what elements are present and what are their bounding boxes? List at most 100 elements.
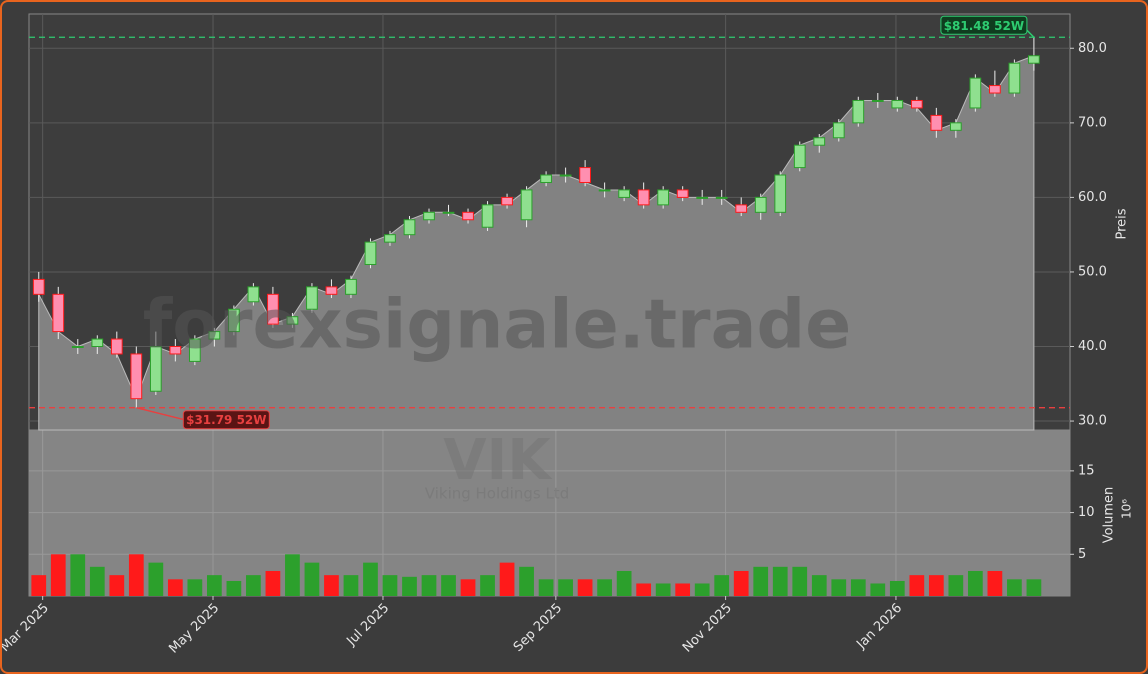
annotation-label: $31.79 52W	[186, 413, 266, 427]
candle-body	[325, 286, 338, 295]
volume-bar	[324, 575, 339, 596]
candle-body	[442, 211, 455, 214]
candle-body	[384, 234, 396, 243]
candle-body	[462, 211, 474, 221]
candle-body	[32, 278, 45, 295]
candle-body	[540, 174, 552, 183]
candle-body	[267, 293, 279, 325]
volume-bar	[187, 579, 203, 596]
candle-body	[1028, 55, 1040, 64]
annotation-box	[182, 410, 270, 430]
volume-tick-label: 5	[1078, 547, 1086, 562]
y-tick-label: 30.0	[1078, 414, 1107, 429]
volume-bar	[889, 580, 905, 596]
y-tick-label: 40.0	[1078, 339, 1107, 354]
candle-body	[871, 99, 884, 102]
volume-bar	[850, 579, 866, 596]
volume-bar	[460, 579, 476, 596]
volume-multiplier: 10⁶	[1120, 499, 1134, 519]
candle-body	[403, 219, 416, 236]
volume-bar	[948, 575, 964, 596]
candle-body	[559, 174, 572, 177]
candle-body	[520, 189, 533, 221]
annotation-box	[940, 15, 1028, 35]
volume-bar	[31, 575, 47, 596]
volume-bar	[207, 575, 222, 596]
volume-bar	[772, 566, 788, 596]
volume-bar	[363, 562, 378, 596]
candle-body	[657, 189, 670, 206]
volume-bar	[402, 576, 417, 596]
volume-axis-label: Volumen	[1102, 487, 1117, 544]
volume-bar	[265, 570, 281, 596]
x-tick-label: Jul 2025	[344, 601, 393, 650]
volume-bar	[421, 575, 437, 596]
volume-bar	[70, 554, 86, 596]
annotation-arrow	[136, 406, 185, 421]
candle-body	[1008, 62, 1021, 94]
candle-body	[813, 137, 826, 146]
volume-bar	[343, 575, 359, 596]
candle-body	[969, 77, 982, 109]
volume-bar	[148, 562, 164, 596]
volume-bar	[714, 575, 730, 596]
candle-body	[247, 286, 260, 303]
volume-bar	[50, 554, 66, 596]
y-tick-label: 70.0	[1078, 115, 1107, 130]
candle-body	[910, 99, 923, 109]
candle-body	[637, 189, 650, 206]
annotation-label: $81.48 52W	[944, 19, 1024, 33]
candle-body	[754, 196, 767, 213]
candle-body	[364, 241, 377, 265]
candle-body	[598, 189, 611, 192]
x-tick-label: Nov 2025	[680, 601, 735, 656]
volume-bar	[499, 562, 515, 596]
volume-bar	[304, 562, 320, 596]
volume-bar	[753, 566, 769, 596]
volume-bar	[733, 570, 749, 596]
x-tick-label: May 2025	[166, 601, 222, 657]
volume-bar	[616, 570, 632, 596]
candle-body	[696, 196, 709, 199]
volume-bar	[167, 579, 183, 596]
candle-body	[110, 338, 123, 355]
volume-bar	[987, 570, 1003, 596]
y-axis-label: Preis	[1115, 208, 1130, 239]
candle-body	[228, 308, 240, 333]
candle-body	[735, 204, 748, 213]
candle-body	[52, 293, 65, 333]
volume-bar	[870, 583, 886, 596]
volume-bar	[967, 570, 983, 596]
volume-bar	[558, 579, 573, 596]
volume-bar	[285, 554, 300, 596]
volume-bar	[441, 575, 456, 596]
candle-body	[423, 211, 435, 221]
volume-bar	[792, 566, 808, 596]
candle-body	[149, 346, 162, 392]
candle-body	[169, 346, 182, 355]
marks	[31, 37, 1042, 596]
volume-bar	[538, 579, 554, 596]
volume-tick-label: 15	[1078, 463, 1095, 478]
candle-body	[91, 338, 104, 348]
candle-body	[774, 174, 787, 213]
company-watermark: Viking Holdings Ltd	[425, 485, 569, 503]
y-tick-label: 50.0	[1078, 264, 1107, 279]
candle-body	[481, 204, 494, 228]
volume-bar	[811, 575, 827, 596]
candle-body	[130, 353, 143, 400]
volume-bar	[909, 575, 925, 596]
volume-bar	[89, 566, 105, 596]
volume-bar	[1026, 579, 1042, 596]
candle-body	[891, 99, 904, 109]
volume-bar	[577, 579, 593, 596]
volume-bar	[831, 579, 847, 596]
volume-tick-label: 10	[1078, 505, 1095, 520]
candle-body	[676, 189, 689, 198]
candle-body	[71, 346, 84, 349]
volume-bar	[928, 575, 944, 596]
volume-bar	[109, 575, 125, 596]
candle-body	[306, 286, 318, 310]
